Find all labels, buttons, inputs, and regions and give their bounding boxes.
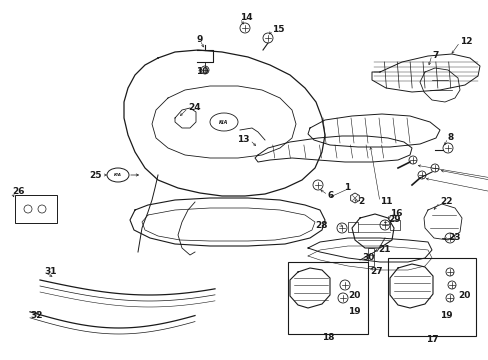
Text: 17: 17 bbox=[425, 336, 437, 345]
Text: 23: 23 bbox=[447, 234, 460, 243]
Bar bbox=[367, 248, 373, 266]
Text: 7: 7 bbox=[431, 50, 437, 59]
Text: 8: 8 bbox=[447, 134, 453, 143]
Text: 18: 18 bbox=[321, 333, 334, 342]
Text: 22: 22 bbox=[439, 198, 451, 207]
Text: 31: 31 bbox=[44, 267, 57, 276]
Text: 29: 29 bbox=[387, 216, 400, 225]
Text: 25: 25 bbox=[89, 171, 102, 180]
Bar bbox=[15, 195, 57, 223]
Bar bbox=[387, 258, 475, 336]
Text: 24: 24 bbox=[187, 104, 200, 112]
Text: 12: 12 bbox=[459, 37, 471, 46]
Text: 10: 10 bbox=[196, 68, 208, 77]
Text: 13: 13 bbox=[237, 135, 249, 144]
Text: 1: 1 bbox=[343, 184, 349, 193]
Text: 9: 9 bbox=[196, 36, 203, 45]
Text: 6: 6 bbox=[327, 190, 334, 199]
Text: 20: 20 bbox=[347, 291, 360, 300]
Text: 27: 27 bbox=[369, 267, 382, 276]
Text: 14: 14 bbox=[240, 13, 252, 22]
Bar bbox=[287, 262, 367, 334]
Bar bbox=[347, 222, 357, 232]
Text: 20: 20 bbox=[457, 291, 469, 300]
Bar bbox=[389, 220, 399, 230]
Text: 19: 19 bbox=[347, 307, 360, 316]
Text: 2: 2 bbox=[357, 198, 364, 207]
Text: 15: 15 bbox=[271, 26, 284, 35]
Text: 30: 30 bbox=[361, 253, 374, 262]
Text: 16: 16 bbox=[389, 210, 402, 219]
Text: 21: 21 bbox=[377, 246, 390, 255]
Text: 32: 32 bbox=[30, 310, 42, 320]
Text: KIA: KIA bbox=[219, 120, 228, 125]
Text: 19: 19 bbox=[439, 310, 452, 320]
Text: 28: 28 bbox=[315, 220, 327, 230]
Text: 26: 26 bbox=[12, 188, 24, 197]
Text: KIA: KIA bbox=[114, 173, 122, 177]
Text: 11: 11 bbox=[379, 198, 392, 207]
